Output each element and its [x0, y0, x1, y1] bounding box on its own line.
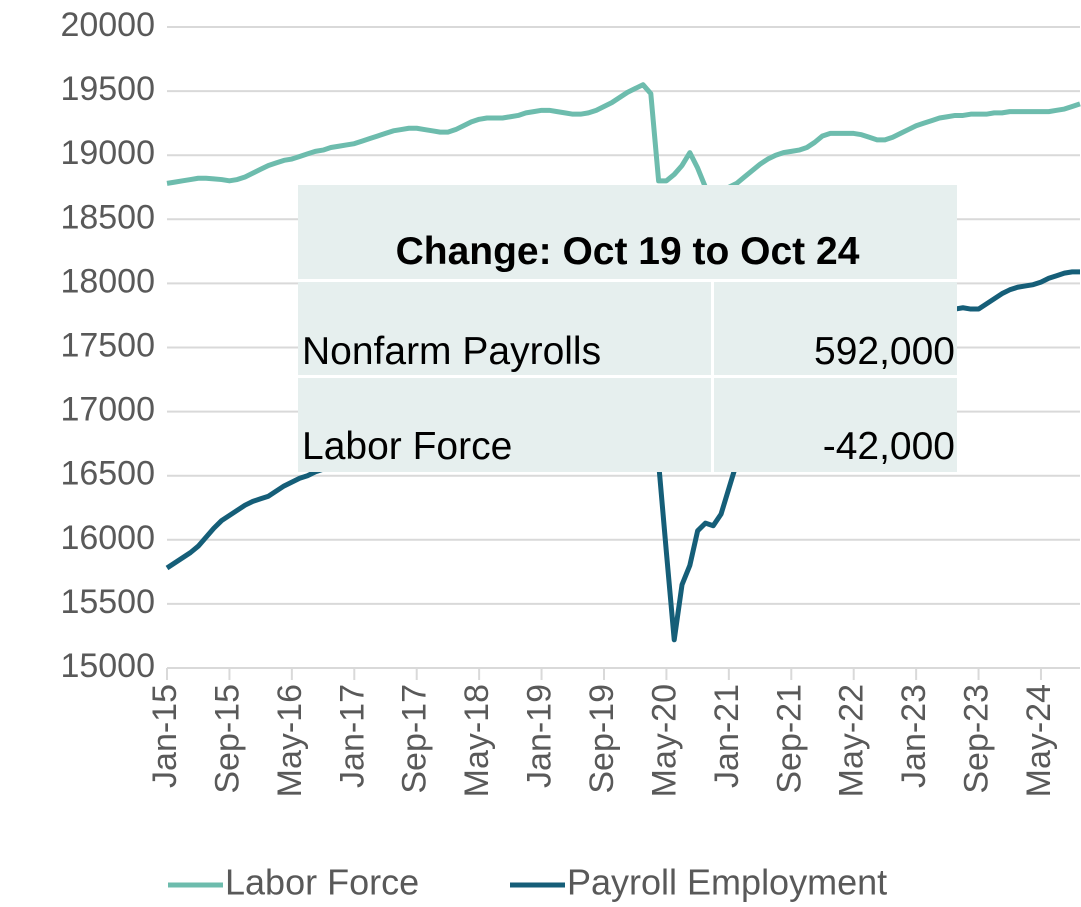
y-tick-label: 16500: [60, 455, 155, 493]
y-tick-label: 15000: [60, 647, 155, 685]
table-divider: [711, 279, 714, 472]
y-tick-label: 17500: [60, 326, 155, 364]
x-tick-label: Jan-15: [146, 684, 184, 788]
y-tick-label: 15500: [60, 583, 155, 621]
legend-label: Payroll Employment: [567, 862, 887, 903]
x-tick-label: Sep-17: [396, 684, 434, 794]
x-tick-label: May-22: [833, 684, 871, 797]
y-tick-label: 20000: [60, 6, 155, 44]
x-tick-label: Sep-15: [208, 684, 246, 794]
x-tick-label: May-20: [645, 684, 683, 797]
table-divider: [298, 279, 957, 282]
x-tick-label: May-18: [458, 684, 496, 797]
x-tick-label: Sep-21: [770, 684, 808, 794]
table-cell: -42,000: [822, 425, 955, 468]
legend-label: Labor Force: [225, 862, 419, 903]
x-tick-label: Jan-21: [708, 684, 746, 788]
y-tick-label: 18000: [60, 262, 155, 300]
x-tick-label: Jan-19: [521, 684, 559, 788]
y-tick-label: 17000: [60, 391, 155, 429]
y-tick-label: 19000: [60, 134, 155, 172]
x-tick-label: Sep-23: [958, 684, 996, 794]
summary-table: Change: Oct 19 to Oct 24 Nonfarm Payroll…: [298, 185, 957, 472]
x-tick-label: May-16: [271, 684, 309, 797]
y-tick-label: 16000: [60, 519, 155, 557]
x-tick-label: May-24: [1020, 684, 1058, 797]
table-divider: [298, 375, 957, 378]
x-tick-label: Jan-23: [895, 684, 933, 788]
y-tick-label: 18500: [60, 198, 155, 236]
table-cell: 592,000: [814, 330, 955, 373]
x-tick-label: Jan-17: [333, 684, 371, 788]
y-tick-label: 19500: [60, 70, 155, 108]
x-tick-label: Sep-19: [583, 684, 621, 794]
table-cell: Nonfarm Payrolls: [302, 330, 602, 373]
table-cell: Labor Force: [302, 425, 513, 468]
table-title: Change: Oct 19 to Oct 24: [395, 230, 860, 273]
series-line: [166, 82, 1081, 197]
